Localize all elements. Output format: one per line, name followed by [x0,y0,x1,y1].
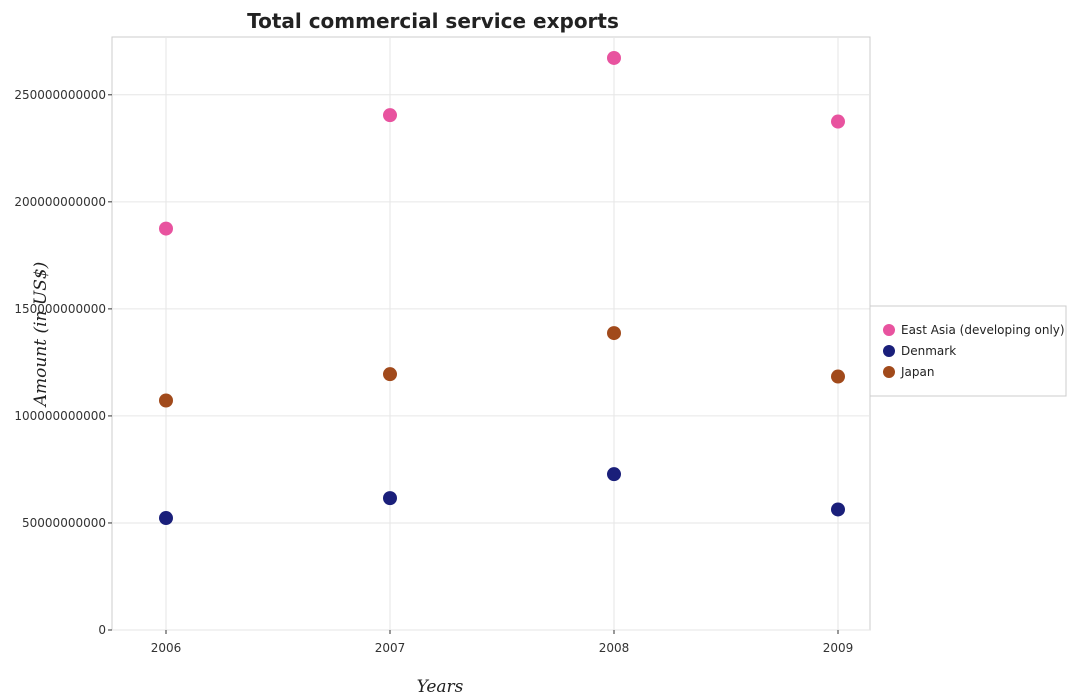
y-axis-title: Amount (in US$) [31,262,51,409]
y-axis: 0 50000000000 100000000000 150000000000 2000… [14,88,112,637]
legend-label: East Asia (developing only) [901,323,1065,337]
plot-area [111,36,871,631]
legend-marker [883,324,895,336]
x-tick-label: 2007 [375,641,406,655]
chart-title: Total commercial service exports [247,9,619,33]
x-axis-title: Years [417,677,464,697]
data-point [159,511,173,526]
data-point [831,369,845,384]
data-point [831,502,845,517]
y-tick-label: 0 [98,623,106,637]
y-tick-label: 100000000000 [14,409,106,423]
data-point [607,467,621,482]
data-point [159,393,173,408]
data-point [831,114,845,129]
y-gridlines [112,94,870,631]
data-point [383,491,397,506]
data-point [159,221,173,236]
data-point [607,326,621,341]
y-tick-label: 200000000000 [14,195,106,209]
data-point [383,108,397,123]
x-axis: 2006 2007 2008 2009 [151,630,854,655]
legend-label: Denmark [901,344,956,358]
legend-marker [883,345,895,357]
data-point [607,50,621,65]
legend: East Asia (developing only) Denmark Japan [869,305,1067,397]
x-tick-label: 2006 [151,641,182,655]
legend-marker [883,366,895,378]
plot-frame [111,36,871,631]
x-tick-label: 2008 [599,641,630,655]
y-tick-label: 50000000000 [22,516,106,530]
y-tick-label: 150000000000 [14,302,106,316]
legend-label: Japan [900,365,934,379]
x-tick-label: 2009 [823,641,854,655]
data-points [159,50,845,526]
y-tick-label: 250000000000 [14,88,106,102]
legend-box [869,305,1067,397]
data-point [383,367,397,382]
